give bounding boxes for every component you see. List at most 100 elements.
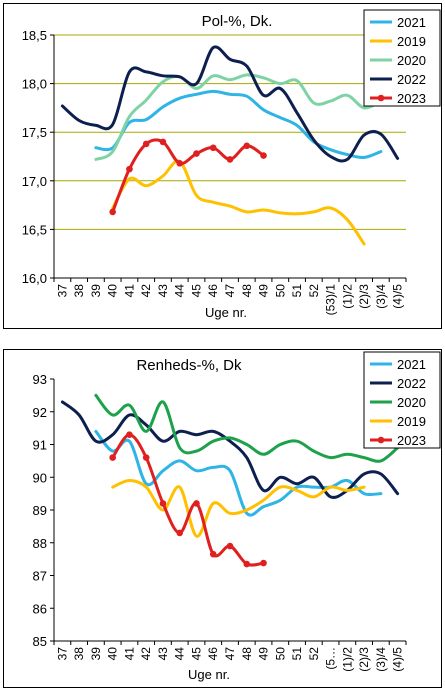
x-tick-label: 37 bbox=[55, 647, 69, 661]
legend-label-2019: 2019 bbox=[397, 34, 426, 49]
data-point-2023 bbox=[193, 500, 200, 507]
series-line-2022 bbox=[60, 45, 400, 163]
x-tick-label: 47 bbox=[223, 647, 237, 661]
series-line-2019 bbox=[111, 479, 366, 538]
data-point-2023 bbox=[260, 152, 267, 159]
x-tick-label: (2)/3 bbox=[357, 284, 371, 309]
y-tick-label: 90 bbox=[33, 470, 47, 485]
x-tick-label: (2)/3 bbox=[357, 647, 371, 672]
x-tick-label: 38 bbox=[72, 284, 86, 298]
legend-label-2022: 2022 bbox=[397, 72, 426, 87]
y-tick-label: 17,0 bbox=[22, 174, 47, 189]
x-tick-label: (3)/4 bbox=[374, 647, 388, 672]
y-tick-label: 89 bbox=[33, 503, 47, 518]
x-tick-label: 52 bbox=[307, 647, 321, 661]
data-point-2023 bbox=[193, 150, 200, 157]
x-tick-label: 45 bbox=[189, 647, 203, 661]
data-point-2023 bbox=[260, 559, 267, 567]
x-tick-label: 40 bbox=[106, 284, 120, 298]
x-tick-label: (1)/2 bbox=[340, 647, 354, 672]
x-tick-label: 43 bbox=[156, 284, 170, 298]
series-line-2023 bbox=[111, 433, 265, 567]
data-point-2023 bbox=[126, 431, 133, 438]
data-point-2023 bbox=[209, 144, 217, 152]
legend bbox=[363, 351, 441, 449]
x-tick-label: 41 bbox=[122, 284, 136, 298]
chart-title: Renheds-%, Dk bbox=[136, 357, 242, 374]
y-tick-label: 18,5 bbox=[22, 28, 47, 43]
data-point-2023 bbox=[109, 454, 116, 461]
y-tick-label: 85 bbox=[33, 634, 47, 649]
data-point-2023 bbox=[226, 542, 234, 550]
x-tick-label: (53)/1 bbox=[324, 284, 338, 316]
x-tick-label: 43 bbox=[156, 647, 170, 661]
legend-label-2023: 2023 bbox=[397, 433, 426, 448]
series-line-2020 bbox=[94, 393, 400, 463]
x-axis-title: Uge nr. bbox=[188, 667, 230, 682]
y-tick-label: 18,0 bbox=[22, 77, 47, 92]
renheds-chart-panel: Renheds-%, Dk 85 86 87 88 89 90 91 92 93 37 38 39 40 4… bbox=[3, 349, 442, 688]
x-tick-label: 40 bbox=[106, 647, 120, 661]
x-tick-label: 42 bbox=[139, 284, 153, 298]
data-point-2023 bbox=[142, 140, 150, 148]
x-tick-label: 39 bbox=[89, 647, 103, 661]
legend-marker-2023 bbox=[377, 94, 385, 102]
x-axis-title: Uge nr. bbox=[205, 305, 247, 320]
y-tick-label: 92 bbox=[33, 405, 47, 420]
legend-label-2020: 2020 bbox=[397, 53, 426, 68]
series-line-2022 bbox=[60, 400, 400, 499]
pol-chart: Pol-%, Dk. 16,0 16,5 17,0 17,5 18,0 18,5 37 38 39… bbox=[22, 9, 441, 320]
x-tick-label: 42 bbox=[139, 647, 153, 661]
x-tick-label: 46 bbox=[206, 284, 220, 298]
x-tick-label: 51 bbox=[290, 284, 304, 298]
data-point-2023 bbox=[226, 156, 234, 163]
legend-label-2021: 2021 bbox=[397, 357, 426, 372]
legend-label-2021: 2021 bbox=[397, 15, 426, 30]
legend-label-2022: 2022 bbox=[397, 376, 426, 391]
x-tick-label: 47 bbox=[223, 284, 237, 298]
y-tick-label: 16,0 bbox=[22, 271, 47, 286]
x-tick-label: 45 bbox=[189, 284, 203, 298]
x-tick-label: 46 bbox=[206, 647, 220, 661]
pol-chart-panel: Pol-%, Dk. 16,0 16,5 17,0 17,5 18,0 18,5 37 38 39… bbox=[3, 3, 442, 329]
y-tick-label: 91 bbox=[33, 438, 47, 453]
x-tick-label: 44 bbox=[173, 647, 187, 661]
data-point-2023 bbox=[209, 550, 217, 558]
data-point-2023 bbox=[109, 208, 116, 216]
series-line-2021 bbox=[94, 89, 383, 160]
y-tick-label: 87 bbox=[33, 569, 47, 584]
legend-marker-2023 bbox=[377, 436, 385, 444]
x-tick-label: 51 bbox=[290, 647, 304, 661]
y-tick-label: 17,5 bbox=[22, 125, 47, 140]
x-tick-label: 37 bbox=[55, 284, 69, 298]
y-tick-label: 93 bbox=[33, 372, 47, 387]
x-tick-label: 50 bbox=[273, 647, 287, 661]
x-tick-label: (1)/2 bbox=[340, 284, 354, 309]
legend-label-2019: 2019 bbox=[397, 414, 426, 429]
data-point-2023 bbox=[243, 560, 251, 568]
data-point-2023 bbox=[176, 160, 184, 167]
series-line-2020 bbox=[94, 73, 383, 161]
x-tick-label: (4)/5 bbox=[391, 284, 405, 309]
y-tick-label: 88 bbox=[33, 536, 47, 551]
data-point-2023 bbox=[126, 165, 133, 173]
x-tick-label: (5… bbox=[324, 647, 338, 670]
data-point-2023 bbox=[159, 138, 167, 146]
legend bbox=[363, 9, 441, 107]
data-point-2023 bbox=[176, 529, 184, 537]
y-tick-label: 86 bbox=[33, 601, 47, 616]
chart-title: Pol-%, Dk. bbox=[202, 13, 273, 30]
data-point-2023 bbox=[142, 454, 150, 461]
legend-label-2020: 2020 bbox=[397, 395, 426, 410]
x-tick-label: 41 bbox=[122, 647, 136, 661]
x-tick-label: 38 bbox=[72, 647, 86, 661]
y-tick-label: 16,5 bbox=[22, 222, 47, 237]
x-tick-label: 50 bbox=[273, 284, 287, 298]
x-tick-label: 48 bbox=[240, 284, 254, 298]
x-tick-label: 39 bbox=[89, 284, 103, 298]
x-tick-label: (4)/5 bbox=[391, 647, 405, 672]
data-point-2023 bbox=[159, 500, 167, 507]
legend-label-2023: 2023 bbox=[397, 91, 426, 106]
x-tick-label: 48 bbox=[240, 647, 254, 661]
data-point-2023 bbox=[243, 142, 251, 150]
